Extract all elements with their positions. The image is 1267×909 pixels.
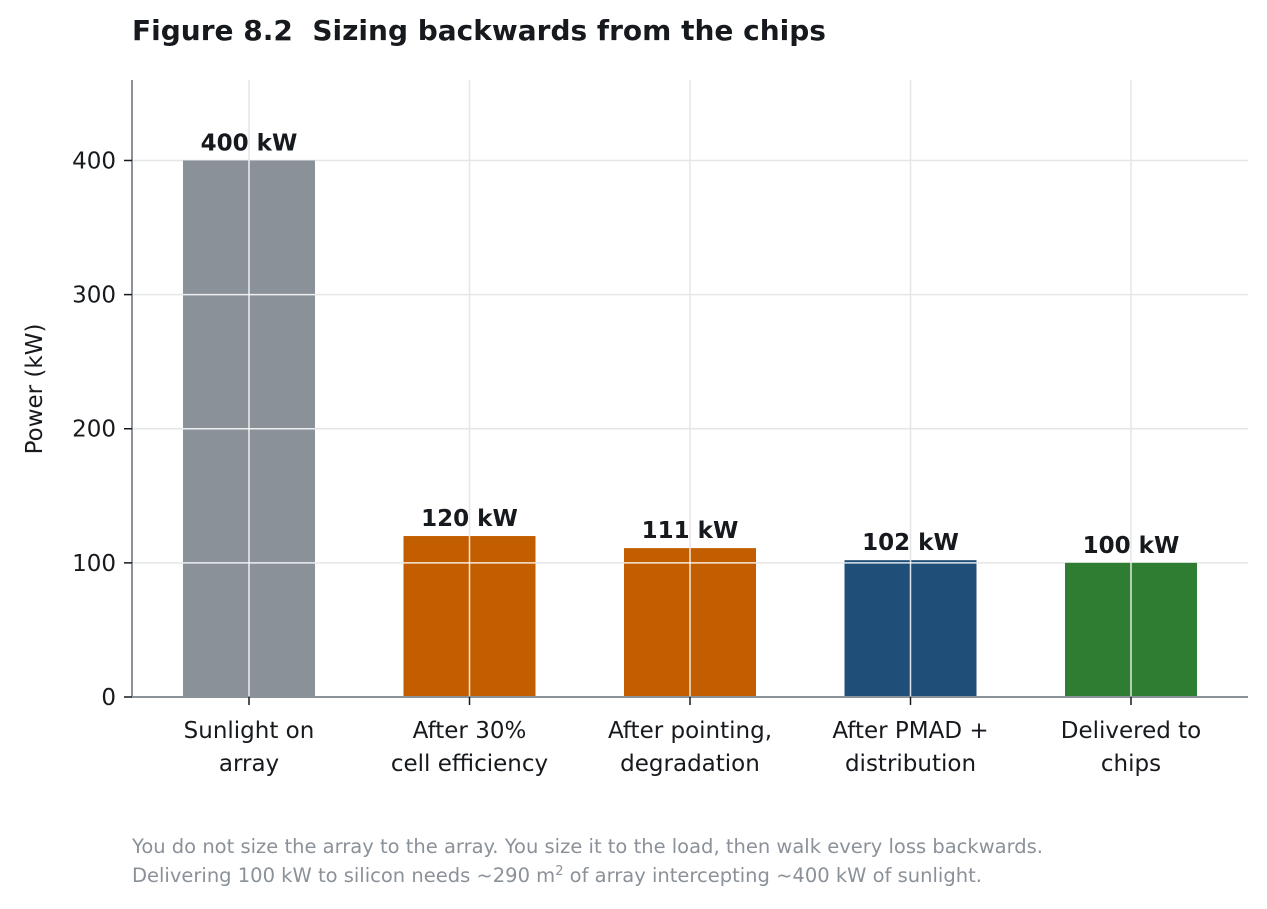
bar-chart: 0 100 200 300 400 Power (kW) Sunlight on array A…	[22, 80, 1248, 777]
data-label-0: 400 kW	[201, 130, 298, 156]
x-tick-label-3: After PMAD + distribution	[832, 718, 988, 777]
axes: 0 100 200 300 400 Power (kW) Sunlight on array A…	[22, 80, 1248, 777]
x-tick-label-4: Delivered to chips	[1061, 718, 1202, 777]
vertical-grid-lines	[183, 80, 1132, 697]
y-tick-label-400: 400	[72, 148, 116, 174]
caption-line-2: Delivering 100 kW to silicon needs ~290 …	[132, 861, 1043, 890]
caption-line-2-start: Delivering 100 kW to silicon needs ~290 …	[132, 864, 556, 887]
data-labels: 400 kW 120 kW 111 kW 102 kW 100 kW	[201, 130, 1180, 558]
y-tick-label-300: 300	[72, 283, 116, 309]
y-axis-label: Power (kW)	[22, 324, 48, 455]
y-tick-label-100: 100	[72, 551, 116, 577]
caption-line-1: You do not size the array to the array. …	[132, 835, 1044, 858]
y-tick-label-200: 200	[72, 417, 116, 443]
x-tick-label-2: After pointing, degradation	[608, 718, 772, 777]
x-tick-label-1: After 30% cell efficiency	[391, 718, 548, 777]
data-label-1: 120 kW	[421, 506, 518, 532]
data-label-4: 100 kW	[1083, 533, 1180, 559]
caption-line-2-end: of array intercepting ~400 kW of sunligh…	[563, 864, 982, 887]
data-label-2: 111 kW	[642, 518, 739, 544]
figure-title-text: Sizing backwards from the chips	[312, 14, 826, 47]
chart-title: Figure 8.2 Sizing backwards from the chi…	[132, 14, 826, 47]
y-tick-label-0: 0	[101, 685, 116, 711]
figure-caption: You do not size the array to the array. …	[132, 832, 1043, 890]
x-tick-label-0: Sunlight on array	[184, 718, 315, 777]
figure-label: Figure 8.2	[132, 14, 293, 47]
data-label-3: 102 kW	[862, 530, 959, 556]
caption-superscript: 2	[555, 864, 564, 879]
